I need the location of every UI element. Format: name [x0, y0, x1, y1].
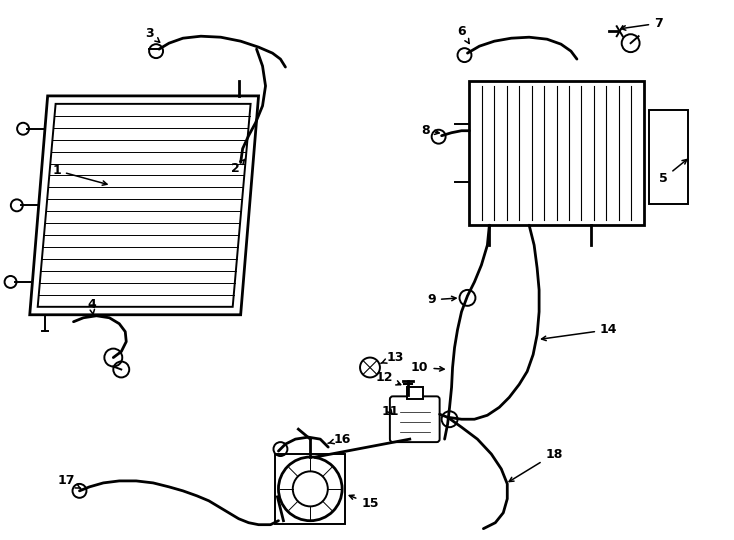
Text: 16: 16	[328, 433, 351, 446]
Bar	[470, 81, 644, 225]
Text: 15: 15	[349, 495, 379, 510]
Text: 18: 18	[509, 448, 563, 482]
Text: 7: 7	[621, 17, 663, 30]
Bar	[275, 454, 345, 524]
Text: 3: 3	[145, 26, 160, 42]
Text: 2: 2	[231, 159, 245, 175]
Text: 6: 6	[457, 25, 469, 44]
Text: 13: 13	[381, 351, 404, 364]
Text: 11: 11	[381, 405, 399, 418]
FancyBboxPatch shape	[390, 396, 440, 442]
Text: 1: 1	[52, 164, 107, 185]
Text: 17: 17	[58, 475, 81, 489]
Bar	[649, 110, 688, 204]
Text: 8: 8	[421, 124, 439, 137]
Text: 4: 4	[87, 298, 96, 314]
Text: 14: 14	[542, 323, 617, 341]
Bar	[407, 387, 423, 400]
Text: 12: 12	[375, 371, 401, 385]
Text: 10: 10	[411, 361, 444, 374]
Text: 5: 5	[659, 159, 687, 185]
Text: 9: 9	[427, 293, 456, 306]
